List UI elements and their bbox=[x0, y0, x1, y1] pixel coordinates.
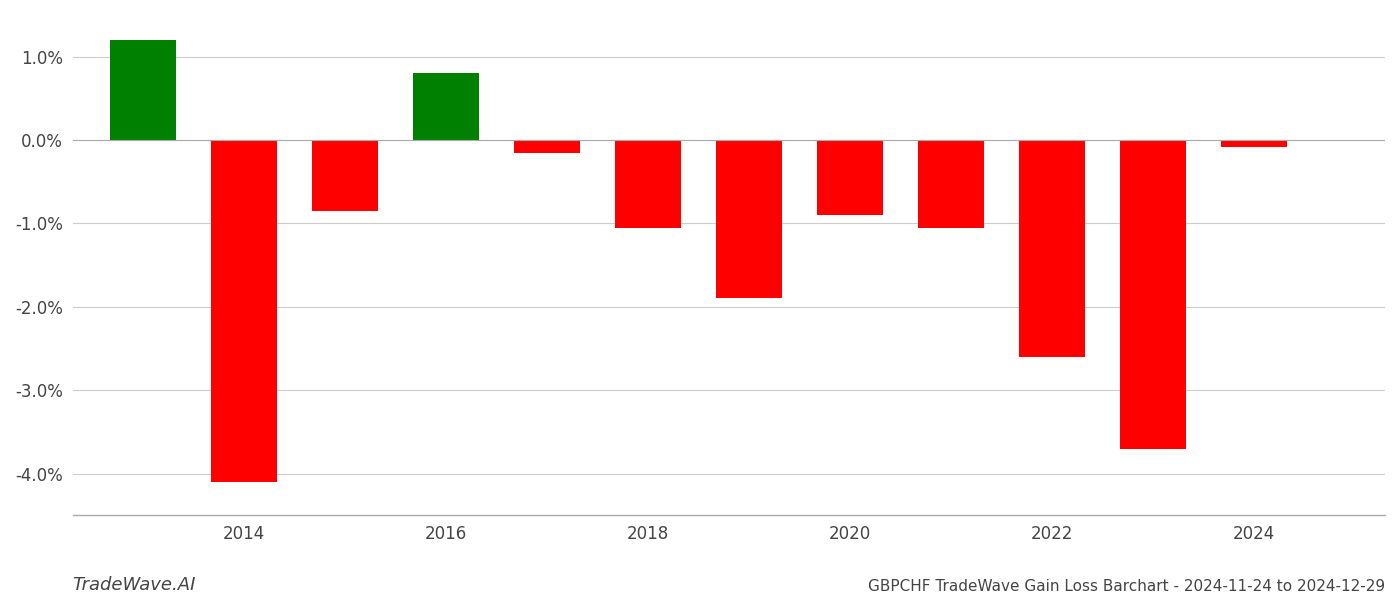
Text: TradeWave.AI: TradeWave.AI bbox=[73, 576, 196, 594]
Bar bbox=[211, 140, 277, 482]
Bar bbox=[312, 140, 378, 211]
Bar bbox=[111, 40, 176, 140]
Bar bbox=[1221, 140, 1287, 147]
Bar bbox=[717, 140, 781, 298]
Bar bbox=[1019, 140, 1085, 357]
Text: GBPCHF TradeWave Gain Loss Barchart - 2024-11-24 to 2024-12-29: GBPCHF TradeWave Gain Loss Barchart - 20… bbox=[868, 579, 1385, 594]
Bar bbox=[818, 140, 883, 215]
Bar bbox=[1120, 140, 1186, 449]
Bar bbox=[615, 140, 680, 227]
Bar bbox=[918, 140, 984, 227]
Bar bbox=[514, 140, 580, 152]
Bar bbox=[413, 73, 479, 140]
